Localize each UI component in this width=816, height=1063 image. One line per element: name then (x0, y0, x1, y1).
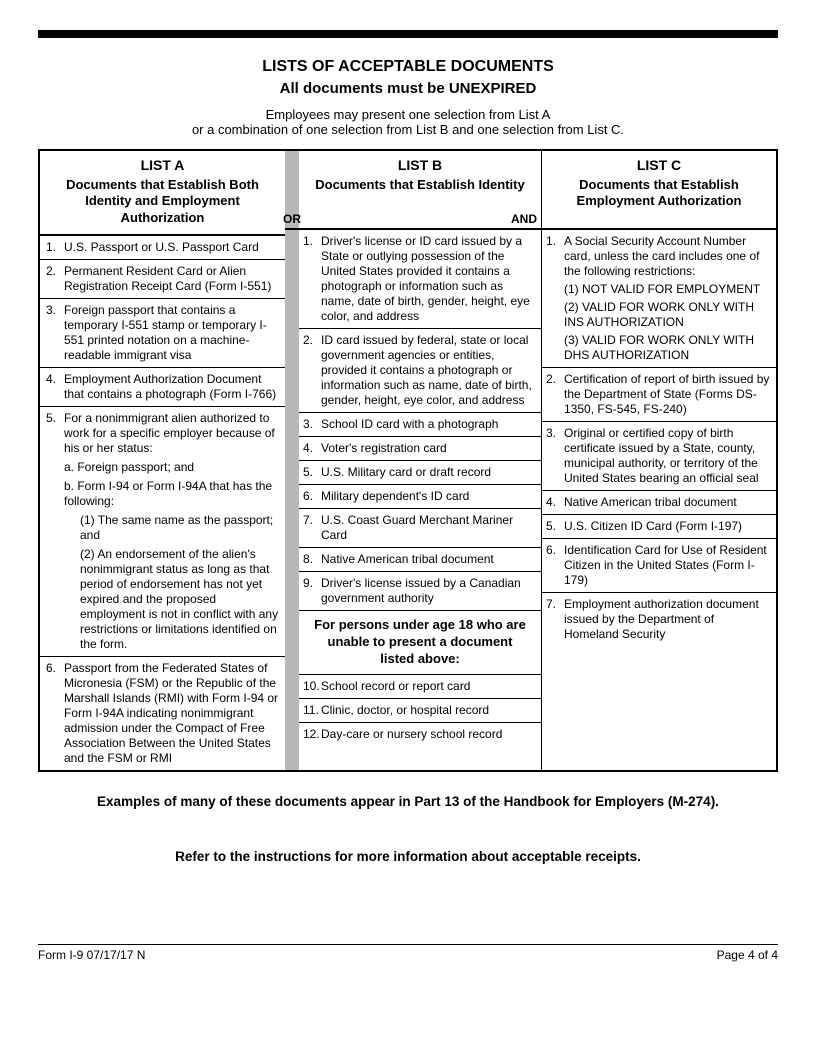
list-c-item-6-text: Identification Card for Use of Resident … (564, 543, 772, 588)
list-a-item-5b: b. Form I-94 or Form I-94A that has the … (64, 479, 281, 509)
list-a-item-5-text: For a nonimmigrant alien authorized to w… (64, 411, 281, 456)
list-a-item-4: 4.Employment Authorization Document that… (40, 368, 285, 407)
main-title: LISTS OF ACCEPTABLE DOCUMENTS (38, 58, 778, 76)
list-c-name: LIST C (546, 157, 772, 173)
list-b-item-12: 12.Day-care or nursery school record (299, 723, 541, 770)
intro-line2: or a combination of one selection from L… (192, 122, 624, 137)
list-a-column: LIST A Documents that Establish Both Ide… (40, 151, 285, 770)
and-label: AND (511, 212, 537, 226)
list-b-item-4: 4.Voter's registration card (299, 437, 541, 461)
list-c-header: LIST C Documents that Establish Employme… (542, 151, 776, 230)
list-b-item-9-text: Driver's license issued by a Canadian go… (321, 576, 537, 606)
list-c-item-4-text: Native American tribal document (564, 495, 772, 510)
subtitle: All documents must be UNEXPIRED (38, 80, 778, 97)
list-b-under18-note: For persons under age 18 who are unable … (299, 611, 541, 675)
top-bar (38, 30, 778, 38)
list-b-item-1-text: Driver's license or ID card issued by a … (321, 234, 537, 324)
list-b-item-3: 3.School ID card with a photograph (299, 413, 541, 437)
list-a-item-3: 3.Foreign passport that contains a tempo… (40, 299, 285, 368)
list-b-header: LIST B Documents that Establish Identity… (299, 151, 541, 230)
list-b-column: LIST B Documents that Establish Identity… (299, 151, 541, 770)
list-b-item-12-text: Day-care or nursery school record (321, 727, 537, 742)
list-b-item-10-text: School record or report card (321, 679, 537, 694)
list-a-item-5: 5.For a nonimmigrant alien authorized to… (40, 407, 285, 657)
list-b-item-11-text: Clinic, doctor, or hospital record (321, 703, 537, 718)
list-c-item-1: 1.A Social Security Account Number card,… (542, 230, 776, 368)
list-a-item-6-text: Passport from the Federated States of Mi… (64, 661, 281, 766)
intro-line1: Employees may present one selection from… (266, 107, 551, 122)
list-c-desc: Documents that Establish Employment Auth… (546, 177, 772, 210)
list-c-item-1-text: A Social Security Account Number card, u… (564, 234, 772, 279)
list-c-item-1-r3: (3) VALID FOR WORK ONLY WITH DHS AUTHORI… (564, 333, 772, 363)
list-c-item-1-r1: (1) NOT VALID FOR EMPLOYMENT (564, 282, 772, 297)
list-b-item-7-text: U.S. Coast Guard Merchant Mariner Card (321, 513, 537, 543)
form-id: Form I-9 07/17/17 N (38, 948, 145, 962)
list-a-header: LIST A Documents that Establish Both Ide… (40, 151, 285, 236)
list-a-item-3-text: Foreign passport that contains a tempora… (64, 303, 281, 363)
list-b-item-6: 6.Military dependent's ID card (299, 485, 541, 509)
list-b-item-10: 10.School record or report card (299, 675, 541, 699)
list-c-item-5-text: U.S. Citizen ID Card (Form I-197) (564, 519, 772, 534)
list-c-item-7: 7.Employment authorization document issu… (542, 593, 776, 770)
list-a-item-1: 1.U.S. Passport or U.S. Passport Card (40, 236, 285, 260)
list-b-desc: Documents that Establish Identity (303, 177, 537, 193)
list-c-item-2: 2.Certification of report of birth issue… (542, 368, 776, 422)
list-b-name: LIST B (303, 157, 537, 173)
list-b-item-8-text: Native American tribal document (321, 552, 537, 567)
list-c-item-6: 6.Identification Card for Use of Residen… (542, 539, 776, 593)
list-a-item-5a: a. Foreign passport; and (64, 460, 281, 475)
list-c-item-3-text: Original or certified copy of birth cert… (564, 426, 772, 486)
list-b-item-2-text: ID card issued by federal, state or loca… (321, 333, 537, 408)
list-b-item-5-text: U.S. Military card or draft record (321, 465, 537, 480)
list-b-item-9: 9.Driver's license issued by a Canadian … (299, 572, 541, 611)
list-a-item-1-text: U.S. Passport or U.S. Passport Card (64, 240, 281, 255)
list-a-item-2: 2.Permanent Resident Card or Alien Regis… (40, 260, 285, 299)
list-c-column: LIST C Documents that Establish Employme… (541, 151, 776, 770)
list-c-item-2-text: Certification of report of birth issued … (564, 372, 772, 417)
footnote-2: Refer to the instructions for more infor… (38, 849, 778, 864)
list-b-item-2: 2.ID card issued by federal, state or lo… (299, 329, 541, 413)
list-b-item-1: 1.Driver's license or ID card issued by … (299, 230, 541, 329)
list-a-item-5b2: (2) An endorsement of the alien's nonimm… (80, 547, 281, 652)
list-b-item-5: 5.U.S. Military card or draft record (299, 461, 541, 485)
list-c-item-4: 4.Native American tribal document (542, 491, 776, 515)
list-a-item-6: 6.Passport from the Federated States of … (40, 657, 285, 770)
list-b-item-11: 11.Clinic, doctor, or hospital record (299, 699, 541, 723)
list-b-item-7: 7.U.S. Coast Guard Merchant Mariner Card (299, 509, 541, 548)
footnote-1: Examples of many of these documents appe… (38, 794, 778, 809)
list-c-item-3: 3.Original or certified copy of birth ce… (542, 422, 776, 491)
list-a-name: LIST A (44, 157, 281, 173)
list-b-item-3-text: School ID card with a photograph (321, 417, 537, 432)
page-number: Page 4 of 4 (717, 948, 778, 962)
list-b-item-6-text: Military dependent's ID card (321, 489, 537, 504)
list-c-item-1-r2: (2) VALID FOR WORK ONLY WITH INS AUTHORI… (564, 300, 772, 330)
or-separator: OR (285, 151, 299, 770)
list-a-desc: Documents that Establish Both Identity a… (44, 177, 281, 226)
list-a-item-4-text: Employment Authorization Document that c… (64, 372, 281, 402)
list-b-item-8: 8.Native American tribal document (299, 548, 541, 572)
list-c-item-7-text: Employment authorization document issued… (564, 597, 772, 642)
intro-text: Employees may present one selection from… (38, 107, 778, 137)
list-a-item-5b1: (1) The same name as the passport; and (80, 513, 281, 543)
list-a-item-2-text: Permanent Resident Card or Alien Registr… (64, 264, 281, 294)
list-c-item-5: 5.U.S. Citizen ID Card (Form I-197) (542, 515, 776, 539)
list-b-item-4-text: Voter's registration card (321, 441, 537, 456)
documents-grid: LIST A Documents that Establish Both Ide… (38, 149, 778, 772)
page-footer: Form I-9 07/17/17 N Page 4 of 4 (38, 944, 778, 962)
